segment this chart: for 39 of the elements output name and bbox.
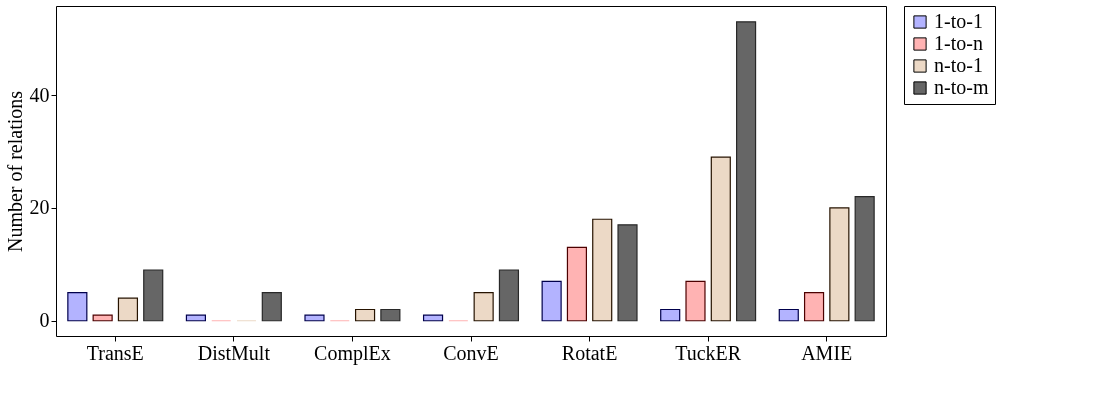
x-tick-label: AMIE — [801, 341, 853, 364]
bar — [660, 308, 681, 322]
bar — [685, 280, 706, 322]
bar — [422, 314, 444, 322]
bar — [592, 218, 613, 322]
y-tick-label: 20 — [29, 196, 50, 219]
bar — [354, 308, 376, 322]
bar — [566, 246, 588, 322]
bar — [803, 291, 825, 322]
bar — [617, 224, 638, 322]
y-tick-label: 0 — [39, 309, 50, 332]
legend-label: 1-to-1 — [934, 10, 983, 32]
x-tick-label: ConvE — [443, 341, 499, 364]
bar — [185, 314, 206, 322]
y-tick-label: 40 — [29, 83, 50, 106]
x-tick-label: ComplEx — [314, 341, 391, 365]
x-tick-label: TuckER — [675, 341, 742, 364]
bar — [498, 269, 520, 322]
bar — [261, 291, 282, 322]
bar — [67, 291, 88, 322]
bar — [778, 308, 799, 322]
bar — [380, 308, 401, 322]
x-tick-label: DistMult — [197, 341, 271, 364]
bar — [304, 314, 325, 322]
legend-label: n-to-m — [934, 76, 989, 98]
bar — [473, 291, 494, 322]
x-tick-label: RotatE — [561, 341, 618, 364]
legend-label: 1-to-n — [934, 32, 983, 54]
bar — [854, 196, 875, 322]
bar — [829, 207, 850, 322]
legend-label: n-to-1 — [934, 54, 983, 76]
x-tick-label: TransE — [86, 341, 144, 364]
bar — [541, 280, 562, 322]
bar — [92, 314, 113, 322]
bar — [736, 21, 757, 322]
bar — [117, 297, 139, 322]
bar — [710, 156, 731, 322]
y-axis-title: Number of relations — [3, 90, 26, 253]
bar — [143, 269, 164, 322]
